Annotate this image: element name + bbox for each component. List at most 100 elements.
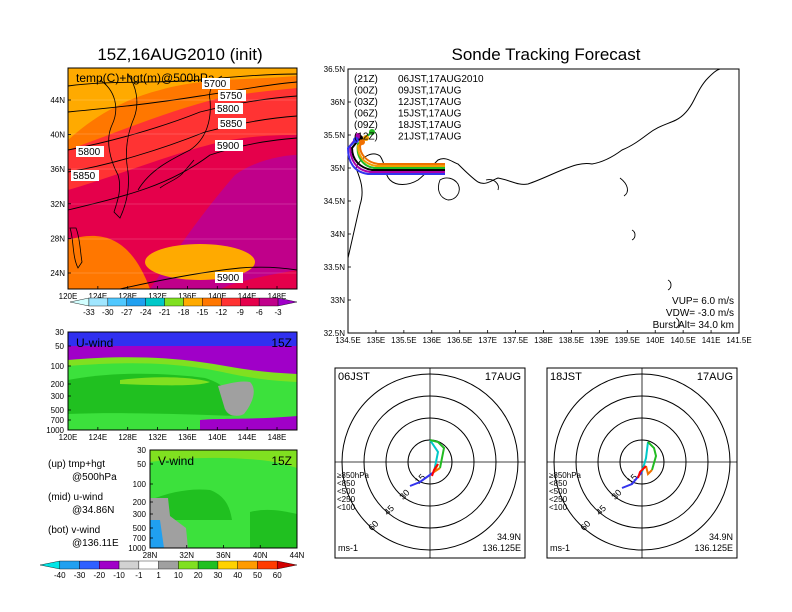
contour-label: 5800 [78, 147, 101, 158]
hodograph-segment [429, 439, 440, 473]
colorbar-swatch [277, 560, 298, 570]
lon-label: 136.125E [482, 543, 521, 553]
colorbar-swatch [217, 560, 238, 570]
colorbar-label: -9 [237, 308, 245, 317]
colorbar-label: 50 [253, 571, 262, 580]
ring-label: 60 [366, 519, 380, 533]
y-tick-label: 35.5N [324, 131, 346, 140]
x-tick-label: 148E [268, 433, 287, 442]
y-tick-label: 32N [50, 200, 65, 209]
legend-code: (09Z) [354, 120, 378, 131]
y-tick-label: 200 [133, 498, 147, 507]
y-tick-label: 33.5N [324, 263, 346, 272]
x-tick-label: 139E [590, 336, 609, 345]
colorbar-swatch [202, 297, 222, 307]
y-tick-label: 300 [51, 392, 65, 401]
colorbar-label: -15 [197, 308, 209, 317]
track-map-panel: (21Z) 06JST,17AUG2010 (00Z) 09JST,17AUG (03Z… [324, 65, 752, 345]
colorbar-swatch [158, 560, 179, 570]
x-tick-label: 124E [89, 292, 108, 301]
left-title: 15Z,16AUG2010 (init) [97, 45, 262, 64]
y-tick-label: 32.5N [324, 329, 346, 338]
u-wind-panel: U-wind 15Z 120E 124E 128E 132E 136E 140E 144E 1… [46, 328, 298, 442]
ring-label: 30 [609, 487, 623, 501]
track-legend: (21Z) 06JST,17AUG2010 (00Z) 09JST,17AUG (03Z… [354, 74, 484, 143]
contour-label: 5850 [73, 171, 96, 182]
colorbar-swatch [277, 297, 298, 307]
y-tick-label: 50 [55, 342, 64, 351]
legend-label: 09JST,17AUG [398, 86, 462, 97]
y-tick-label: 35N [330, 164, 345, 173]
colorbar-label: -3 [275, 308, 283, 317]
legend-code: (03Z) [354, 97, 378, 108]
colorbar-label: -20 [94, 571, 106, 580]
colorbar-swatch [178, 560, 199, 570]
x-tick-label: 141E [702, 336, 721, 345]
note-up: (up) tmp+hgt [48, 459, 105, 470]
x-tick-label: 138E [534, 336, 553, 345]
level-label: ≥850hPa [549, 471, 582, 480]
legend-code: (21Z) [354, 74, 378, 85]
hodograph-segment [637, 465, 647, 479]
colorbar-swatch [99, 560, 120, 570]
x-tick-label: 137E [478, 336, 497, 345]
u-wind-title: U-wind [76, 336, 113, 350]
x-tick-label: 132E [148, 292, 167, 301]
x-tick-label: 136E [178, 292, 197, 301]
x-tick-label: 141.5E [726, 336, 751, 345]
contour-label: 5750 [220, 91, 243, 102]
colorbar-label: -27 [121, 308, 133, 317]
lat-label: 34.9N [497, 532, 521, 542]
y-tick-label: 500 [133, 524, 147, 533]
colorbar-label: -40 [54, 571, 66, 580]
y-tick-label: 36N [330, 98, 345, 107]
x-tick-label: 128E [118, 292, 137, 301]
ring-label: 30 [397, 487, 411, 501]
x-tick-label: 140E [208, 292, 227, 301]
x-tick-label: 144E [238, 433, 257, 442]
ring-label: 60 [578, 519, 592, 533]
x-tick-label: 140E [646, 336, 665, 345]
colorbar-swatch [164, 297, 184, 307]
hodograph-label: 18JST [550, 371, 582, 383]
x-tick-label: 134.5E [335, 336, 360, 345]
hodograph-segment [645, 465, 653, 476]
right-title: Sonde Tracking Forecast [452, 45, 641, 64]
x-tick-label: 139.5E [615, 336, 640, 345]
colorbar-swatch [88, 297, 109, 307]
x-tick-label: 140E [208, 433, 227, 442]
v-wind-panel: V-wind 15Z 28N 32N 36N 40N 44N 30 50 100 200 300… [128, 446, 304, 560]
y-tick-label: 34N [330, 230, 345, 239]
colorbar-swatch [221, 297, 241, 307]
colorbar-label: 60 [273, 571, 282, 580]
colorbar-label: 10 [174, 571, 183, 580]
x-tick-label: 136E [178, 433, 197, 442]
y-tick-label: 100 [133, 480, 147, 489]
colorbar-label: -24 [140, 308, 152, 317]
x-tick-label: 124E [89, 433, 108, 442]
hodograph-label: 06JST [338, 371, 370, 383]
panel-notes: (up) tmp+hgt @500hPa (mid) u-wind @34.86… [48, 459, 119, 549]
contour-label: 5800 [217, 104, 240, 115]
temp-colorbar: -33 -30 -27 -24 -21 -18 -15 -12 -9 -6 -3 [69, 297, 298, 317]
x-tick-label: 135.5E [391, 336, 416, 345]
y-tick-label: 700 [51, 416, 65, 425]
x-tick-label: 135E [367, 336, 386, 345]
temp-map-panel: temp(C)+hgt(m)@500hPa 5700 5750 5800 585… [50, 67, 298, 301]
y-tick-label: 34.5N [324, 197, 346, 206]
x-tick-label: 120E [59, 433, 78, 442]
y-tick-label: 30 [137, 446, 146, 455]
colorbar-label: -30 [102, 308, 114, 317]
lat-label: 34.9N [709, 532, 733, 542]
wind-colorbar: -40 -30 -20 -10 -1 1 10 20 30 40 50 60 [39, 560, 298, 580]
level-label: <100 [549, 503, 568, 512]
y-tick-label: 1000 [128, 544, 146, 553]
x-tick-label: 36N [216, 551, 231, 560]
ring-label: 15 [625, 472, 639, 486]
level-label: ≥850hPa [337, 471, 370, 480]
level-label: <100 [337, 503, 356, 512]
colorbar-swatch [258, 297, 279, 307]
y-tick-label: 44N [50, 96, 65, 105]
